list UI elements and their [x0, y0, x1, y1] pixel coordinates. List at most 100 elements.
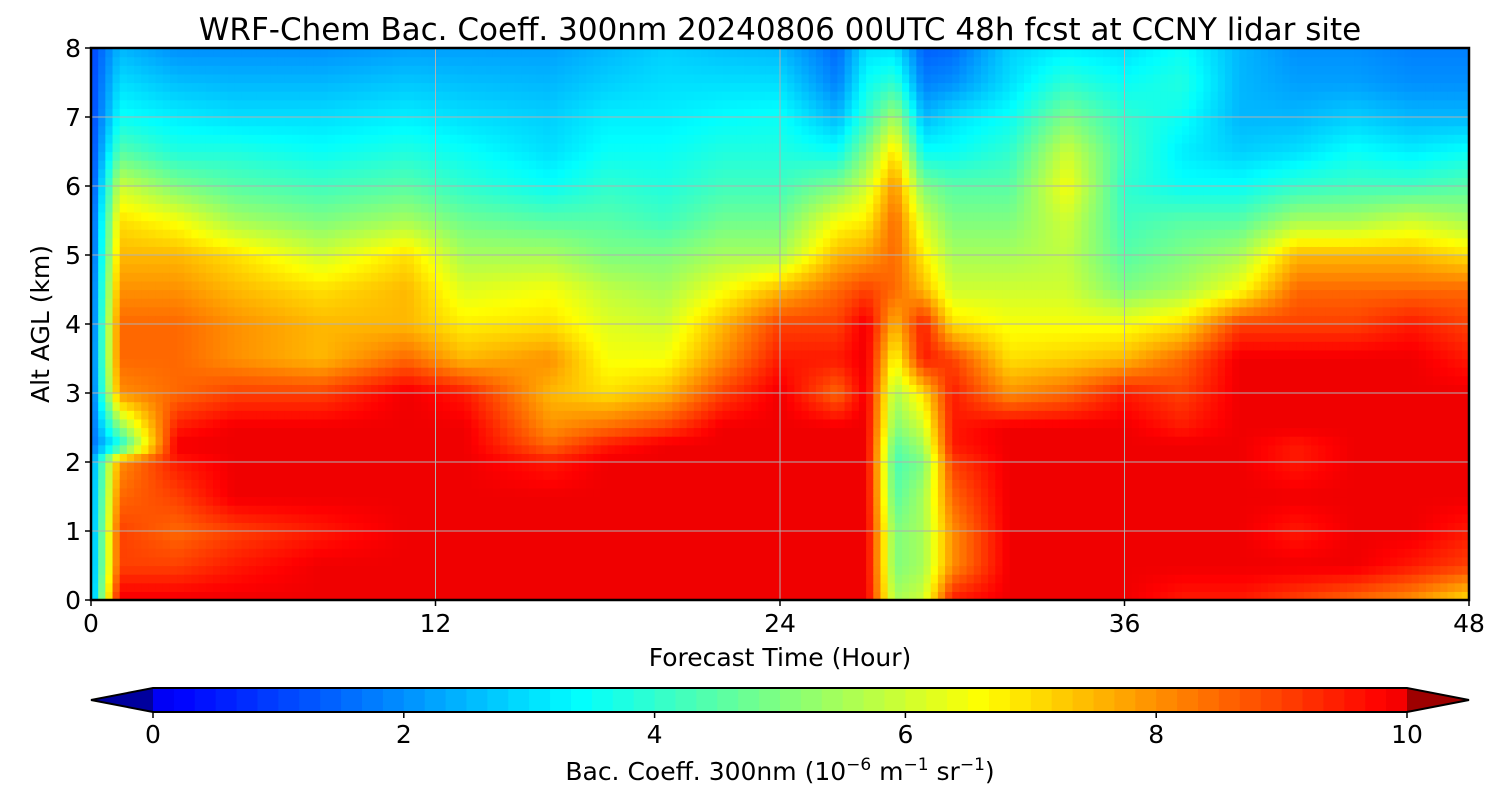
heatmap-cell	[449, 513, 458, 523]
heatmap-cell	[442, 505, 451, 515]
heatmap-cell	[98, 332, 106, 342]
heatmap-cell	[162, 574, 171, 584]
heatmap-cell	[126, 142, 135, 153]
heatmap-cell	[270, 531, 279, 541]
heatmap-cell	[112, 298, 121, 308]
heatmap-cell	[184, 315, 193, 325]
heatmap-cell	[471, 470, 480, 480]
heatmap-cell	[557, 487, 566, 498]
heatmap-cell	[457, 393, 465, 403]
heatmap-cell	[378, 315, 386, 325]
heatmap-cell	[636, 479, 645, 489]
heatmap-cell	[622, 349, 630, 360]
heatmap-cell	[564, 358, 573, 368]
heatmap-cell	[162, 246, 171, 256]
heatmap-cell	[349, 108, 358, 118]
heatmap-cell	[543, 556, 551, 567]
heatmap-cell	[550, 496, 559, 506]
heatmap-cell	[528, 393, 537, 403]
heatmap-cell	[614, 91, 623, 101]
heatmap-cell	[141, 151, 150, 161]
heatmap-cell	[614, 453, 623, 463]
heatmap-cell	[263, 496, 272, 506]
heatmap-cell	[406, 125, 415, 135]
heatmap-cell	[349, 263, 358, 273]
heatmap-cell	[607, 246, 616, 256]
heatmap-cell	[543, 531, 551, 541]
heatmap-cell	[213, 263, 221, 273]
heatmap-cell	[636, 556, 645, 567]
heatmap-cell	[579, 505, 587, 515]
heatmap-cell	[198, 591, 207, 600]
heatmap-cell	[399, 255, 408, 265]
heatmap-cell	[507, 108, 516, 118]
heatmap-cell	[134, 565, 142, 575]
heatmap-cell	[213, 418, 221, 429]
heatmap-cell	[227, 393, 236, 403]
heatmap-cell	[191, 160, 200, 170]
heatmap-cell	[248, 341, 257, 351]
heatmap-cell	[643, 384, 652, 394]
heatmap-cell	[91, 418, 99, 429]
heatmap-cell	[614, 496, 623, 506]
heatmap-cell	[622, 211, 630, 222]
heatmap-cell	[385, 582, 394, 592]
heatmap-cell	[636, 565, 645, 575]
heatmap-cell	[478, 125, 487, 135]
heatmap-cell	[378, 384, 386, 394]
heatmap-cell	[478, 332, 487, 342]
heatmap-cell	[227, 401, 236, 411]
heatmap-cell	[464, 125, 472, 135]
heatmap-cell	[148, 315, 157, 325]
heatmap-cell	[507, 125, 516, 135]
heatmap-cell	[435, 220, 444, 230]
heatmap-cell	[392, 565, 401, 575]
heatmap-cell	[622, 246, 630, 256]
heatmap-cell	[464, 306, 472, 316]
heatmap-cell	[643, 263, 652, 273]
heatmap-cell	[306, 229, 315, 239]
heatmap-cell	[571, 272, 580, 282]
heatmap-cell	[629, 358, 638, 368]
heatmap-cell	[593, 505, 602, 515]
heatmap-cell	[457, 142, 465, 153]
heatmap-cell	[399, 289, 408, 299]
heatmap-cell	[198, 194, 207, 204]
heatmap-cell	[270, 211, 279, 222]
heatmap-cell	[356, 263, 365, 273]
heatmap-cell	[586, 125, 594, 135]
heatmap-cell	[248, 263, 257, 273]
heatmap-cell	[177, 272, 185, 282]
heatmap-cell	[385, 160, 394, 170]
heatmap-cell	[98, 125, 106, 135]
heatmap-cell	[485, 73, 494, 84]
heatmap-cell	[349, 479, 358, 489]
heatmap-cell	[248, 280, 257, 291]
heatmap-cell	[256, 582, 264, 592]
heatmap-cell	[622, 332, 630, 342]
heatmap-cell	[112, 487, 121, 498]
heatmap-cell	[162, 73, 171, 84]
heatmap-cell	[636, 203, 645, 213]
heatmap-cell	[514, 56, 523, 66]
heatmap-cell	[220, 186, 228, 196]
heatmap-cell	[500, 91, 508, 101]
heatmap-cell	[363, 341, 372, 351]
heatmap-cell	[478, 341, 487, 351]
heatmap-cell	[277, 65, 286, 75]
heatmap-cell	[241, 556, 250, 567]
heatmap-cell	[342, 56, 350, 66]
heatmap-cell	[614, 211, 623, 222]
heatmap-cell	[579, 272, 587, 282]
heatmap-cell	[571, 401, 580, 411]
heatmap-cell	[586, 418, 594, 429]
heatmap-cell	[299, 56, 307, 66]
heatmap-cell	[579, 462, 587, 472]
heatmap-cell	[234, 548, 243, 558]
heatmap-cell	[291, 591, 300, 600]
heatmap-cell	[119, 151, 128, 161]
heatmap-cell	[98, 462, 106, 472]
heatmap-cell	[191, 151, 200, 161]
heatmap-cell	[478, 203, 487, 213]
heatmap-cell	[385, 393, 394, 403]
